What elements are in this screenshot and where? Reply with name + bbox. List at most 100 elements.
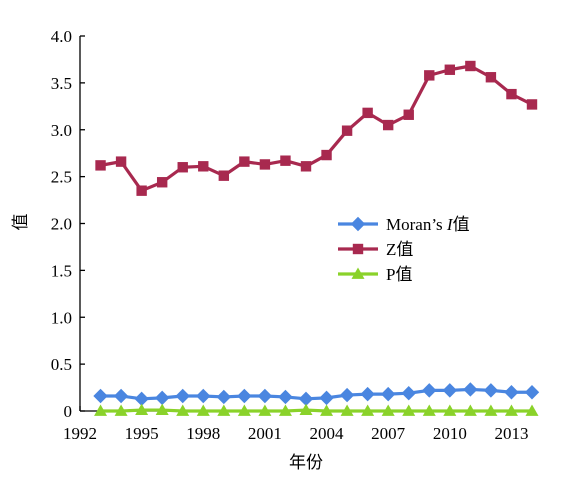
- series-line-0: [100, 387, 532, 401]
- data-point: [280, 155, 291, 166]
- data-point: [463, 404, 477, 416]
- data-point: [380, 386, 396, 402]
- data-point: [237, 388, 252, 404]
- data-point: [239, 156, 250, 167]
- legend-label: Z值: [386, 240, 413, 259]
- series-1: [95, 60, 538, 196]
- legend-item-0: Moran’s I值: [338, 215, 470, 235]
- y-tick-label: 2.0: [51, 215, 72, 234]
- data-point: [424, 70, 435, 81]
- data-point: [156, 177, 168, 188]
- data-point: [218, 170, 230, 181]
- x-tick-label: 2010: [433, 424, 467, 443]
- series-line-1: [100, 64, 533, 193]
- data-point: [403, 109, 414, 120]
- data-point: [154, 390, 170, 406]
- data-point: [381, 404, 395, 416]
- data-point: [216, 389, 232, 405]
- series-0: [93, 382, 540, 407]
- data-point: [155, 403, 169, 415]
- data-point: [402, 404, 416, 416]
- x-tick-label: 2013: [494, 424, 528, 443]
- data-point: [93, 388, 108, 404]
- x-tick-label: 2004: [310, 424, 345, 443]
- data-point: [298, 391, 314, 407]
- data-point: [198, 161, 209, 172]
- data-point: [465, 60, 476, 72]
- data-point: [95, 160, 106, 171]
- data-point: [339, 387, 355, 403]
- legend-item-1: Z值: [338, 240, 413, 259]
- series-2: [94, 403, 539, 416]
- data-point: [237, 404, 251, 416]
- y-tick-label: 3.5: [51, 74, 72, 93]
- data-point: [278, 389, 293, 405]
- x-tick-label: 1992: [63, 424, 97, 443]
- x-tick-label: 2007: [371, 424, 406, 443]
- data-point: [320, 404, 334, 416]
- y-tick-label: 1.0: [51, 308, 72, 327]
- data-point: [422, 383, 437, 398]
- data-point: [444, 64, 456, 75]
- data-point: [258, 404, 272, 416]
- x-tick-label: 1995: [125, 424, 159, 443]
- y-axis-title: 值: [11, 214, 31, 231]
- data-point: [401, 385, 416, 401]
- legend-label: Moran’s I值: [386, 215, 470, 235]
- legend-item-2: P值: [338, 265, 412, 284]
- legend: Moran’s I值 Z值 P值: [338, 215, 470, 284]
- data-point: [422, 404, 436, 416]
- data-point: [319, 390, 334, 406]
- legend-label: P值: [386, 265, 412, 284]
- data-point: [442, 383, 458, 398]
- data-point: [340, 404, 354, 416]
- data-point: [484, 404, 498, 416]
- data-point: [134, 391, 149, 407]
- data-point: [361, 404, 375, 416]
- data-point: [278, 404, 292, 416]
- data-point: [196, 388, 211, 404]
- data-point: [259, 159, 271, 170]
- data-point: [525, 404, 539, 416]
- data-point: [299, 403, 313, 415]
- data-point: [176, 404, 190, 416]
- x-tick-label: 1998: [186, 424, 220, 443]
- data-point: [300, 161, 312, 172]
- data-point: [382, 119, 394, 131]
- data-point: [524, 385, 540, 400]
- data-point: [463, 382, 478, 397]
- series-line-2: [100, 408, 532, 413]
- data-point: [362, 107, 373, 119]
- data-point: [136, 185, 147, 196]
- data-point: [341, 125, 353, 136]
- data-point: [360, 386, 375, 402]
- data-point: [483, 383, 499, 398]
- data-point: [485, 72, 497, 83]
- data-point: [196, 404, 210, 416]
- y-tick-label: 0.5: [51, 355, 72, 374]
- data-point: [113, 388, 129, 404]
- data-point: [321, 149, 332, 161]
- legend-swatch-marker: [351, 267, 365, 279]
- legend-swatch-marker: [350, 216, 366, 232]
- y-tick-label: 4.0: [51, 27, 72, 46]
- data-point: [443, 404, 457, 416]
- data-point: [217, 404, 231, 416]
- y-tick-label: 2.5: [51, 168, 72, 187]
- data-point: [504, 404, 518, 416]
- y-axis-ticks: 0 0.5 1.0 1.5 2.0 2.5 3.0 3.5 4.0: [51, 27, 85, 421]
- data-point: [94, 404, 108, 416]
- x-axis-title: 年份: [289, 453, 323, 473]
- y-tick-label: 1.5: [51, 261, 72, 280]
- data-point: [526, 99, 538, 110]
- data-point: [115, 156, 127, 167]
- legend-swatch-marker: [352, 243, 364, 255]
- y-tick-label: 3.0: [51, 121, 72, 140]
- data-point: [257, 388, 273, 404]
- series-group: [93, 60, 540, 416]
- x-tick-label: 2001: [248, 424, 282, 443]
- data-point: [175, 388, 190, 404]
- data-point: [177, 162, 188, 173]
- data-point: [506, 88, 517, 100]
